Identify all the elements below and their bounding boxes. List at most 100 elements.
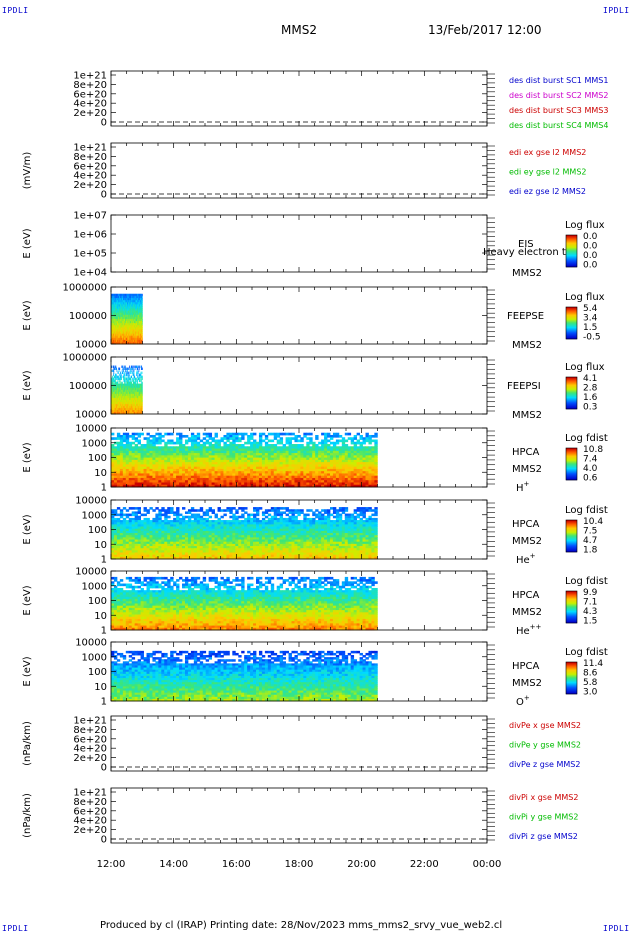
colorbar-value: 0.0: [583, 242, 598, 252]
colorbar-title: Log flux: [565, 292, 605, 303]
colorbar-value: 0.6: [583, 474, 598, 484]
y-tick-label: 8e+20: [73, 725, 107, 736]
x-tick-label: 16:00: [222, 859, 251, 870]
y-axis-label: E (eV): [22, 656, 33, 686]
spectrogram-9: [111, 650, 378, 702]
spectrogram-7: [111, 507, 378, 560]
spacecraft-label: MMS2: [512, 678, 542, 689]
y-tick-label: 8e+20: [73, 80, 107, 91]
instrument-label: HPCA: [512, 590, 540, 601]
panel-7: 10000 1000 100 10 1 E (eV) HPCA MMS2 He+ Log fdis…: [22, 496, 608, 567]
corner-label-br: IPDLI: [603, 924, 630, 933]
colorbar-value: 1.5: [583, 617, 597, 627]
panel-6: 10000 1000 100 10 1 E (eV) HPCA MMS2 H+ Log fdist…: [22, 424, 608, 495]
colorbar-title: Log fdist: [565, 433, 608, 444]
y-tick-label: 8e+20: [73, 797, 107, 808]
legend-entry: des dist burst SC1 MMS1: [509, 76, 608, 85]
colorbar-value: -0.5: [583, 333, 601, 343]
spectrogram-4: [111, 293, 143, 345]
colorbar-value: 7.1: [583, 598, 597, 608]
colorbar-value: 2.8: [583, 384, 598, 394]
corner-label-tl: IPDLI: [2, 6, 29, 15]
species-label: Heavy electron to: [483, 247, 572, 258]
y-tick-label: 100: [88, 525, 107, 536]
y-tick-label: 10000: [75, 567, 107, 578]
spacecraft-label: MMS2: [512, 536, 542, 547]
y-tick-label: 1e+06: [73, 230, 107, 241]
panel-9: 10000 1000 100 10 1 E (eV) HPCA MMS2 O+ Log fdist…: [22, 638, 608, 709]
y-tick-label: 1e+07: [73, 211, 107, 222]
x-tick-label: 22:00: [410, 859, 439, 870]
y-tick-label: 10000: [75, 410, 107, 421]
panel-4: 1000000 100000 10000 E (eV) FEEPSE MMS2 Log fl…: [22, 283, 605, 352]
colorbar-value: 4.1: [583, 374, 597, 384]
spacecraft-label: MMS2: [512, 268, 542, 279]
y-tick-label: 1: [101, 483, 107, 494]
legend-entry: des dist burst SC3 MMS3: [509, 106, 608, 115]
colorbar: [565, 234, 578, 268]
spacecraft-title: MMS2: [281, 23, 317, 37]
colorbar-title: Log fdist: [565, 576, 608, 587]
y-axis-label: E (eV): [22, 228, 33, 258]
legend-entry: edi ex gse l2 MMS2: [509, 148, 586, 157]
colorbar-value: 4.0: [583, 464, 598, 474]
y-axis-label: (nPa/km): [22, 721, 33, 766]
legend-entry: edi ey gse l2 MMS2: [509, 168, 587, 177]
instrument-label: HPCA: [512, 661, 540, 672]
y-tick-label: 6e+20: [73, 734, 107, 745]
colorbar-value: 7.5: [583, 527, 597, 537]
colorbar-value: 1.5: [583, 323, 597, 333]
spacecraft-label: MMS2: [512, 464, 542, 475]
y-tick-label: 100000: [69, 381, 107, 392]
colorbar: [565, 447, 578, 481]
y-tick-label: 2e+20: [73, 825, 107, 836]
instrument-label: EIS: [518, 239, 534, 250]
legend-entry: des dist burst SC4 MMS4: [509, 121, 608, 130]
colorbar-value: 5.4: [583, 304, 598, 314]
spacecraft-label: MMS2: [512, 607, 542, 618]
colorbar-value: 4.7: [583, 536, 597, 546]
y-tick-label: 1e+05: [73, 249, 107, 260]
y-tick-label: 1e+21: [73, 71, 107, 82]
colorbar: [565, 306, 578, 340]
y-tick-label: 4e+20: [73, 744, 107, 755]
y-tick-label: 2e+20: [73, 180, 107, 191]
y-tick-label: 1e+21: [73, 788, 107, 799]
y-tick-label: 4e+20: [73, 171, 107, 182]
spectrogram-6: [111, 432, 378, 488]
y-tick-label: 1e+21: [73, 143, 107, 154]
y-tick-label: 10: [94, 682, 107, 693]
spectrogram-8: [111, 576, 378, 631]
y-tick-label: 1000000: [62, 283, 107, 294]
y-tick-label: 1e+04: [73, 268, 107, 279]
x-tick-label: 18:00: [285, 859, 314, 870]
legend-entry: divPe y gse MMS2: [509, 741, 581, 750]
instrument-label: FEEPSE: [507, 311, 544, 322]
panel-5: 1000000 100000 10000 E (eV) FEEPSI MMS2 Log fl…: [22, 353, 605, 422]
y-tick-label: 1000: [82, 438, 107, 449]
y-axis-label: (nPa/km): [22, 793, 33, 838]
y-tick-label: 0: [101, 835, 107, 846]
colorbar-value: 5.8: [583, 678, 598, 688]
x-tick-label: 12:00: [97, 859, 126, 870]
x-tick-label: 00:00: [473, 859, 502, 870]
y-tick-label: 6e+20: [73, 161, 107, 172]
y-tick-label: 4e+20: [73, 99, 107, 110]
y-tick-label: 100: [88, 453, 107, 464]
colorbar-title: Log fdist: [565, 505, 608, 516]
y-tick-label: 100: [88, 596, 107, 607]
y-tick-label: 1: [101, 626, 107, 637]
colorbar: [565, 590, 578, 624]
y-tick-label: 0: [101, 118, 107, 129]
y-tick-label: 100: [88, 667, 107, 678]
y-tick-label: 10000: [75, 340, 107, 351]
colorbar-value: 1.6: [583, 393, 598, 403]
colorbar: [565, 376, 578, 410]
legend-entry: divPe z gse MMS2: [509, 760, 580, 769]
y-tick-label: 10000: [75, 638, 107, 649]
colorbar-value: 3.4: [583, 314, 598, 324]
